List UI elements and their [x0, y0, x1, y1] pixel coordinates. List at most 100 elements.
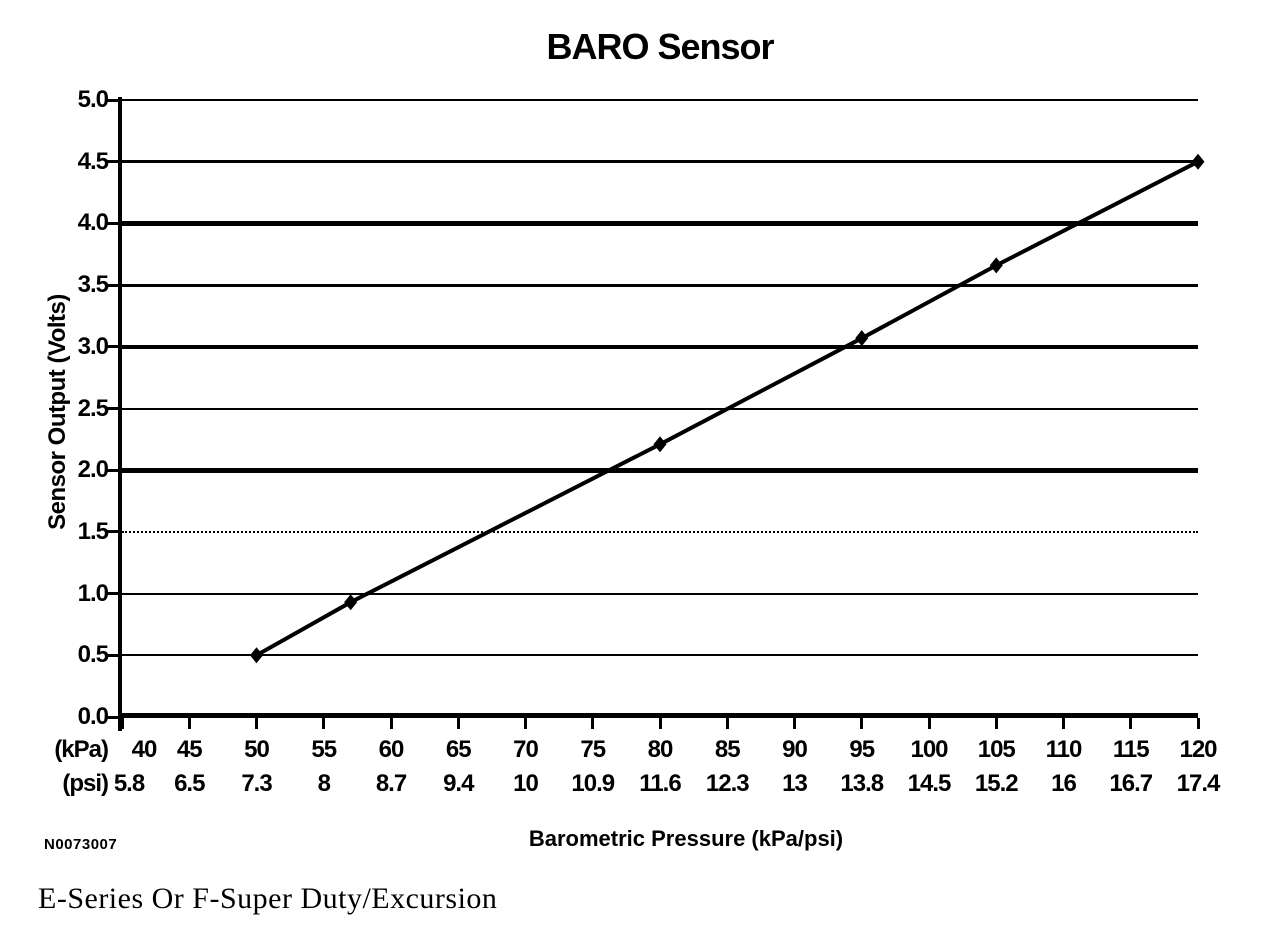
x-tick-label-kpa: 40 [131, 736, 158, 763]
y-tick-label: 3.5 [77, 271, 109, 299]
figure-code: N0073007 [44, 836, 118, 853]
y-gridline [122, 99, 1198, 101]
x-tick-label-psi: 13 [782, 770, 808, 797]
x-tick-label-psi: 11.6 [639, 770, 681, 797]
x-tick-mark [1129, 718, 1133, 729]
y-tick-label: 0.0 [77, 703, 109, 730]
y-gridline [122, 160, 1198, 164]
x-tick-label-kpa: 75 [580, 736, 606, 763]
x-tick-label-kpa: 105 [977, 736, 1016, 763]
y-gridline [122, 530, 1198, 533]
y-gridline [122, 220, 1198, 226]
x-tick-label-psi: 9.4 [443, 770, 474, 797]
vehicle-caption: E-Series Or F-Super Duty/Excursion [38, 882, 498, 915]
y-tick-label: 4.5 [77, 147, 109, 175]
data-point-marker [1191, 153, 1205, 170]
y-tick-label: 5.0 [77, 86, 109, 113]
x-tick-label-psi: 6.5 [174, 770, 205, 797]
data-point-marker [653, 436, 667, 453]
x-tick-mark [860, 718, 864, 729]
data-point-marker [344, 594, 358, 611]
y-tick-label: 1.0 [77, 579, 109, 607]
y-tick-mark [107, 98, 122, 102]
x-tick-label-kpa: 90 [782, 736, 808, 763]
x-axis-title: Barometric Pressure (kPa/psi) [528, 826, 844, 851]
x-tick-mark [1196, 718, 1200, 729]
series-line [255, 159, 1199, 658]
y-tick-mark [107, 530, 122, 534]
x-tick-mark [120, 718, 124, 729]
x-tick-label-kpa: 100 [910, 736, 948, 763]
x-tick-label-kpa: 50 [244, 736, 270, 763]
x-tick-label-psi: 16 [1051, 770, 1077, 797]
y-gridline [122, 407, 1198, 410]
y-tick-mark [107, 160, 122, 164]
x-tick-mark [456, 718, 460, 729]
x-tick-label-kpa: 115 [1112, 736, 1150, 763]
series-plot [250, 153, 1205, 664]
x-tick-label-kpa: 65 [445, 736, 472, 763]
plot-area [107, 97, 1205, 731]
y-tick-mark [107, 283, 122, 287]
x-tick-mark [1062, 718, 1065, 729]
x-tick-label-kpa: 70 [513, 736, 539, 763]
x-tick-label-psi: 12.3 [705, 770, 750, 797]
x-tick-mark [389, 718, 393, 729]
y-gridline [122, 592, 1198, 595]
x-tick-label-psi: 7.3 [241, 770, 272, 797]
x-tick-mark [322, 718, 326, 729]
y-tick-label: 4.0 [77, 209, 109, 237]
x-tick-mark [725, 718, 729, 729]
y-tick-label: 0.5 [77, 641, 109, 669]
y-gridline [122, 467, 1198, 473]
x-unit-kpa-label: (kPa) [54, 736, 109, 763]
x-tick-mark [793, 718, 796, 729]
x-tick-mark [524, 718, 527, 729]
x-unit-psi-label: (psi) [62, 770, 109, 797]
x-tick-mark [187, 718, 191, 729]
y-tick-label: 1.5 [77, 517, 109, 545]
x-tick-label-psi: 15.2 [974, 770, 1019, 797]
x-tick-label-psi: 16.7 [1109, 770, 1153, 797]
data-point-marker [855, 330, 869, 347]
y-tick-mark [107, 345, 122, 349]
x-tick-label-psi: 13.8 [840, 770, 884, 797]
x-tick-label-psi: 14.5 [907, 770, 952, 797]
x-tick-label-psi: 10 [513, 770, 539, 797]
y-tick-label: 2.0 [77, 456, 109, 484]
chart-title: BARO Sensor [546, 26, 774, 67]
y-gridline [122, 654, 1198, 657]
y-tick-mark [107, 653, 122, 657]
x-tick-label-kpa: 110 [1045, 736, 1083, 763]
x-tick-label-psi: 5.8 [113, 770, 145, 797]
x-tick-label-kpa: 80 [647, 736, 674, 763]
x-tick-label-kpa: 95 [849, 736, 875, 763]
y-tick-label: 3.0 [77, 332, 109, 360]
x-tick-label-psi: 8.7 [375, 770, 407, 797]
y-tick-mark [107, 221, 122, 225]
data-point-marker [989, 257, 1003, 274]
x-tick-label-kpa: 45 [176, 736, 203, 763]
x-tick-mark [591, 718, 595, 729]
y-tick-mark [107, 715, 122, 719]
x-tick-label-psi: 8 [317, 770, 331, 797]
x-tick-label-psi: 17.4 [1176, 770, 1221, 797]
x-tick-label-kpa: 55 [311, 736, 337, 763]
x-axis-line [118, 713, 1198, 718]
y-gridline [122, 283, 1198, 287]
x-tick-label-psi: 10.9 [571, 770, 615, 797]
y-tick-label: 2.5 [77, 394, 109, 422]
y-axis-line [118, 97, 122, 731]
y-tick-mark [107, 592, 122, 596]
x-tick-label-kpa: 120 [1179, 736, 1217, 763]
y-tick-mark [107, 468, 122, 472]
data-point-marker [250, 647, 263, 664]
y-gridline [122, 344, 1198, 349]
x-tick-mark [927, 718, 931, 729]
x-tick-label-kpa: 60 [378, 736, 405, 763]
x-tick-mark [255, 718, 258, 729]
x-tick-mark [658, 718, 662, 729]
x-tick-mark [994, 718, 998, 729]
y-tick-mark [107, 407, 122, 410]
